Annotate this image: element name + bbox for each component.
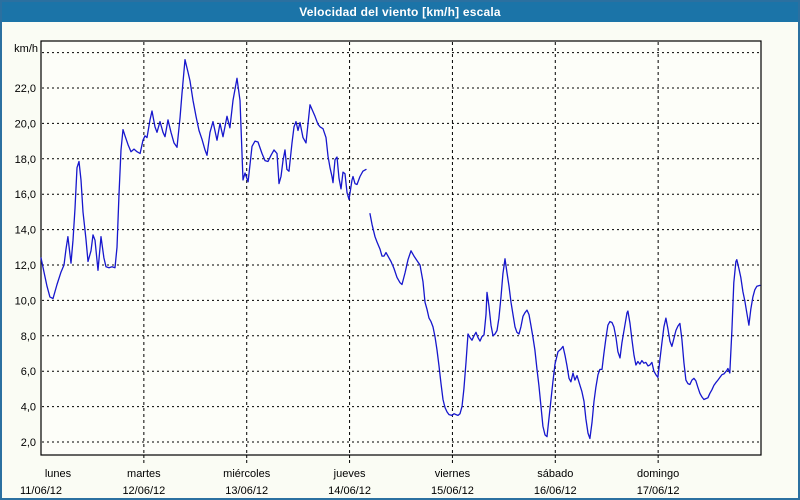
axis-label: lunes [45, 468, 72, 480]
axis-label: 14/06/12 [328, 485, 371, 496]
wind-speed-line [40, 59, 367, 300]
y-axis-unit: km/h [14, 43, 38, 55]
axis-label: 16,0 [15, 189, 36, 201]
x-axis-day-labels: lunes 11/06/12 martes 12/06/12 miércoles 13/0… [20, 468, 680, 496]
axis-label: jueves [333, 468, 366, 480]
axis-label: 18,0 [15, 154, 36, 166]
wind-speed-series [40, 59, 761, 440]
axis-label: 13/06/12 [225, 485, 268, 496]
axis-label: 8,0 [21, 331, 36, 343]
axis-label: 12/06/12 [122, 485, 165, 496]
axis-label: 22,0 [15, 83, 36, 95]
window-titlebar: Velocidad del viento [km/h] escala [2, 2, 798, 22]
axis-label: martes [127, 468, 161, 480]
plot-area [40, 40, 762, 456]
axis-label: 14,0 [15, 225, 36, 237]
axis-label: 20,0 [15, 118, 36, 130]
window-title: Velocidad del viento [km/h] escala [299, 5, 501, 19]
gridlines [42, 42, 760, 463]
axis-label: 16/06/12 [534, 485, 577, 496]
axis-label: viernes [435, 468, 471, 480]
axis-label: 15/06/12 [431, 485, 474, 496]
axis-label: 2,0 [21, 437, 36, 449]
axis-label: 6,0 [21, 366, 36, 378]
axis-label: 17/06/12 [637, 485, 680, 496]
axis-label: 11/06/12 [20, 485, 62, 496]
axis-label: km/h [14, 43, 38, 55]
y-axis-tick-labels: 22,0 20,0 18,0 16,0 14,0 12,0 10,0 8,0 6,0 4,0 2,0 [15, 83, 36, 449]
wind-speed-line [369, 213, 761, 440]
axis-label: domingo [637, 468, 679, 480]
axis-label: 10,0 [15, 295, 36, 307]
axis-label: 4,0 [21, 402, 36, 414]
axis-label: sábado [537, 468, 573, 480]
axis-label: miércoles [223, 468, 271, 480]
wind-chart-svg: 22,0 20,0 18,0 16,0 14,0 12,0 10,0 8,0 6,0 4,0 2,0… [14, 40, 762, 496]
axis-label: 12,0 [15, 260, 36, 272]
